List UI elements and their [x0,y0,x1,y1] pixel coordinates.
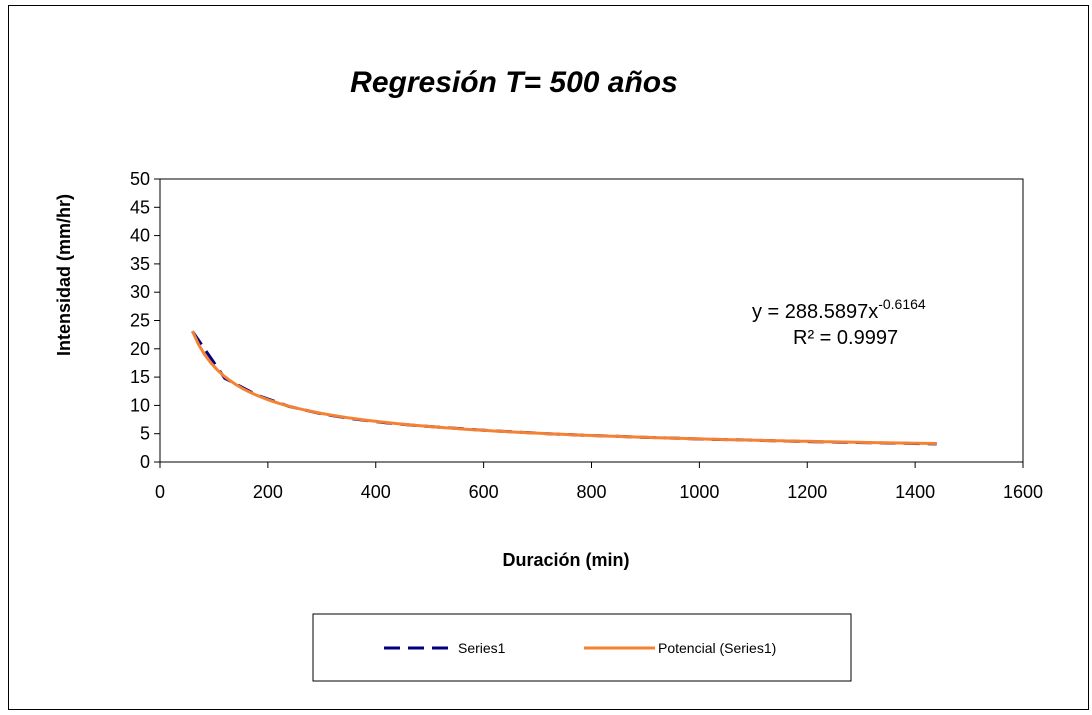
equation-exponent: -0.6164 [878,296,926,312]
x-tick-label: 1200 [787,482,827,502]
y-tick-label: 35 [130,254,150,274]
x-tick-label: 800 [576,482,606,502]
trendline-power [191,330,937,445]
y-tick-label: 5 [140,424,150,444]
y-tick-label: 0 [140,452,150,472]
y-tick-label: 40 [130,226,150,246]
x-axis: 0 200 400 600 800 1000 1200 1400 1600 [155,462,1043,502]
y-axis: 0 5 10 15 20 25 30 35 40 45 50 [130,169,160,472]
plot-area [159,178,1024,463]
legend-series1-label: Series1 [458,640,506,656]
x-tick-label: 1600 [1003,482,1043,502]
series-layer [191,330,937,446]
chart-title: Regresión T= 500 años [350,66,678,99]
trendline-equation: y = 288.5897x-0.6164 [752,296,926,323]
x-tick-label: 400 [361,482,391,502]
x-tick-label: 200 [253,482,283,502]
r-squared-label: R² = 0.9997 [793,327,898,349]
chart-frame [8,5,1089,710]
legend-trendline-label: Potencial (Series1) [658,640,776,656]
y-tick-label: 30 [130,282,150,302]
y-tick-label: 25 [130,311,150,331]
x-tick-label: 1000 [679,482,719,502]
equation-base: y = 288.5897x [752,301,878,323]
y-tick-label: 10 [130,395,150,415]
legend-box [312,613,852,682]
y-tick-label: 45 [130,197,150,217]
y-axis-label: Intensidad (mm/hr) [54,194,74,356]
x-tick-label: 1400 [895,482,935,502]
x-tick-label: 600 [469,482,499,502]
y-tick-label: 50 [130,169,150,189]
y-tick-label: 20 [130,339,150,359]
x-tick-label: 0 [155,482,165,502]
x-axis-label: Duración (min) [502,550,629,570]
y-tick-label: 15 [130,367,150,387]
